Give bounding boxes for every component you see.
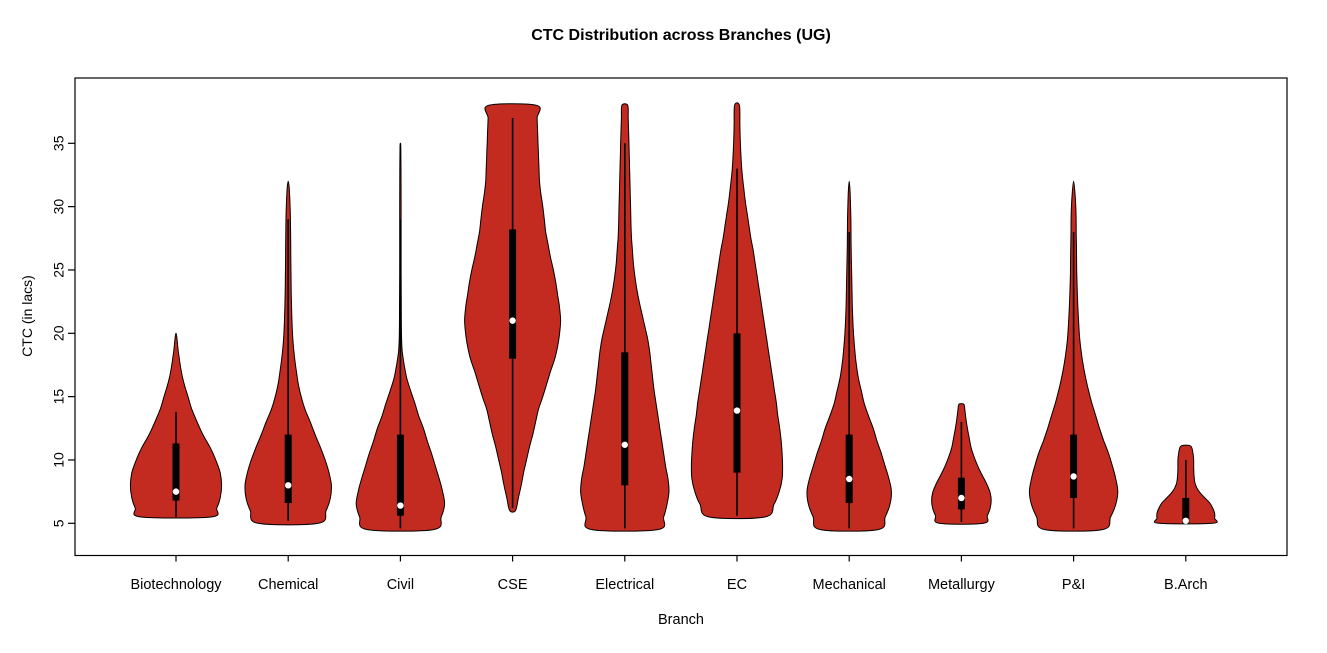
iqr-box-metallurgy (957, 477, 965, 510)
iqr-box-electrical (621, 352, 629, 486)
category-label-electrical: Electrical (595, 577, 654, 593)
category-label-p-and-i: P&I (1062, 577, 1085, 593)
violin-group-biotechnology (129, 332, 223, 519)
iqr-box-p-and-i (1070, 434, 1078, 498)
median-dot-ec (733, 407, 741, 414)
y-tick-label: 15 (51, 389, 67, 405)
category-label-b-arch: B.Arch (1164, 577, 1208, 593)
median-dot-electrical (621, 441, 628, 448)
median-dot-b-arch (1182, 517, 1190, 524)
median-dot-chemical (285, 482, 292, 489)
chart-title: CTC Distribution across Branches (UG) (531, 27, 831, 44)
iqr-box-chemical (284, 434, 292, 504)
iqr-box-mechanical (845, 434, 853, 504)
plot-border (74, 77, 1288, 557)
category-label-metallurgy: Metallurgy (928, 577, 996, 593)
violin-group-cse (464, 103, 562, 513)
violin-group-electrical (580, 103, 670, 532)
x-axis-title: Branch (658, 612, 704, 628)
violin-group-metallurgy (931, 403, 992, 525)
category-label-ec: EC (727, 577, 747, 593)
violin-group-b-arch (1153, 444, 1218, 525)
violin-group-mechanical (806, 180, 892, 532)
median-dot-p-and-i (1070, 473, 1077, 480)
y-axis-title: CTC (in lacs) (19, 275, 35, 357)
y-tick-label: 25 (51, 262, 67, 278)
category-label-cse: CSE (498, 577, 528, 593)
y-tick-label: 10 (51, 452, 67, 468)
iqr-box-biotechnology (172, 443, 180, 501)
category-label-chemical: Chemical (258, 577, 318, 593)
y-tick-label: 30 (51, 199, 67, 215)
category-label-civil: Civil (387, 577, 414, 593)
category-label-mechanical: Mechanical (813, 577, 886, 593)
violin-group-civil (355, 142, 446, 532)
median-dot-civil (397, 502, 404, 509)
violin-group-p-and-i (1028, 180, 1119, 532)
iqr-box-cse (509, 229, 517, 359)
median-dot-biotechnology (172, 488, 180, 495)
violin-group-chemical (244, 180, 332, 526)
iqr-box-b-arch (1182, 497, 1190, 524)
iqr-box-ec (733, 333, 741, 473)
median-dot-mechanical (846, 475, 853, 483)
violin-group-ec (690, 102, 784, 520)
median-dot-metallurgy (958, 494, 965, 502)
iqr-box-civil (396, 434, 404, 516)
y-tick-label: 5 (51, 519, 67, 527)
category-label-biotechnology: Biotechnology (130, 577, 222, 593)
median-dot-cse (509, 317, 516, 324)
y-tick-label: 35 (51, 135, 67, 151)
y-tick-label: 20 (51, 325, 67, 341)
